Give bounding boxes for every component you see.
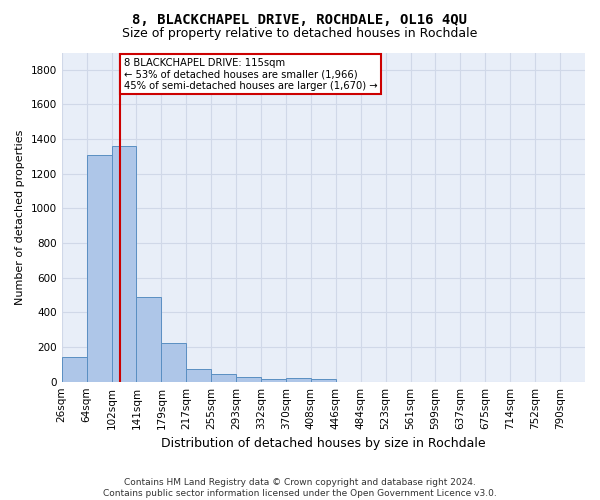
Text: Contains HM Land Registry data © Crown copyright and database right 2024.
Contai: Contains HM Land Registry data © Crown c… xyxy=(103,478,497,498)
Bar xyxy=(261,379,286,382)
Bar xyxy=(286,378,311,382)
Bar xyxy=(311,379,336,382)
Text: Size of property relative to detached houses in Rochdale: Size of property relative to detached ho… xyxy=(122,28,478,40)
Text: 8, BLACKCHAPEL DRIVE, ROCHDALE, OL16 4QU: 8, BLACKCHAPEL DRIVE, ROCHDALE, OL16 4QU xyxy=(133,12,467,26)
Bar xyxy=(62,358,86,382)
Bar xyxy=(161,342,186,382)
Text: 8 BLACKCHAPEL DRIVE: 115sqm
← 53% of detached houses are smaller (1,966)
45% of : 8 BLACKCHAPEL DRIVE: 115sqm ← 53% of det… xyxy=(124,58,377,91)
Bar xyxy=(236,378,261,382)
Bar xyxy=(112,146,136,382)
Y-axis label: Number of detached properties: Number of detached properties xyxy=(15,130,25,305)
Bar xyxy=(136,297,161,382)
X-axis label: Distribution of detached houses by size in Rochdale: Distribution of detached houses by size … xyxy=(161,437,485,450)
Bar xyxy=(186,368,211,382)
Bar xyxy=(86,154,112,382)
Bar xyxy=(211,374,236,382)
